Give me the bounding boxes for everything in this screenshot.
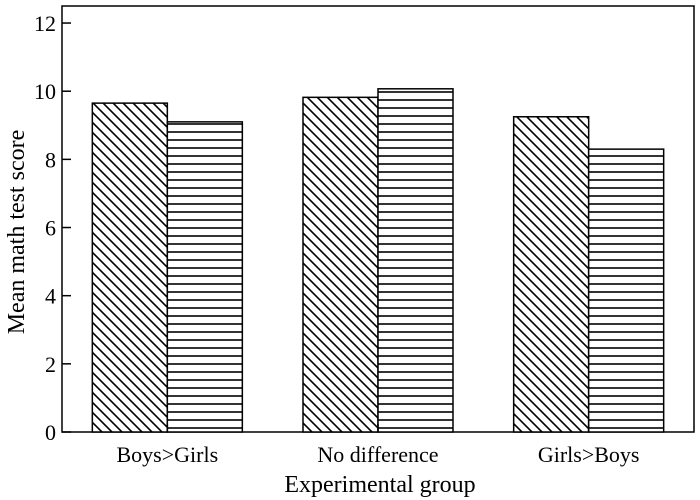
bar-horizontal-2 [587,148,665,433]
y-axis-title: Mean math test score [4,130,30,335]
bar-diagonal-0 [91,102,169,433]
bar-horizontal-1 [377,88,454,433]
y-tick-label: 10 [34,79,56,104]
x-axis-title: Experimental group [284,472,475,498]
x-tick-label: Girls>Boys [538,442,640,467]
plot-area: 0 2 4 6 8 10 12 Boys>Girls No difference Girls>Bo… [34,5,695,467]
y-tick-label: 8 [45,147,56,172]
y-tick-label: 4 [45,284,56,309]
y-tick-label: 2 [45,352,56,377]
bar-diagonal-1 [302,96,379,433]
bar-diagonal-2 [512,116,590,433]
y-tick-label: 12 [34,11,56,36]
bar-horizontal-0 [166,121,244,433]
y-tick-label: 0 [45,420,56,445]
x-tick-label: Boys>Girls [117,442,219,467]
x-tick-label: No difference [317,442,438,467]
y-tick-label: 6 [45,216,56,241]
